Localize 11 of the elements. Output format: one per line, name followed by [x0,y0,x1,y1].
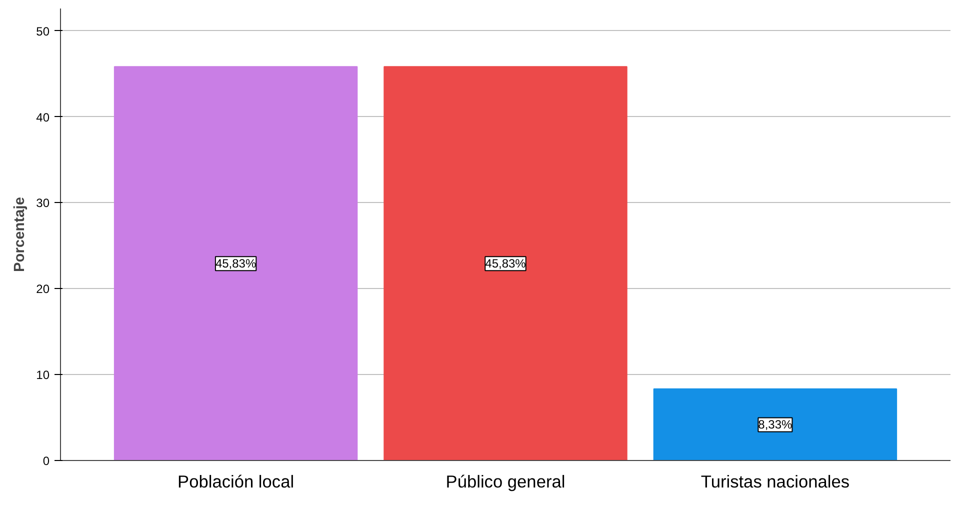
y-tick-label: 40 [36,110,50,124]
data-label: 45,83% [485,256,526,271]
x-tick-label: Población local [178,472,294,492]
x-tick-label: Turistas nacionales [700,472,850,492]
y-tick-label: 50 [36,24,50,38]
y-tick-label: 20 [36,282,50,296]
x-tick-label: Público general [446,472,566,492]
y-tick-label: 30 [36,196,50,210]
y-tick-label: 10 [36,368,50,382]
y-tick-label: 0 [42,454,50,468]
y-axis-title: Porcentaje [12,197,28,272]
